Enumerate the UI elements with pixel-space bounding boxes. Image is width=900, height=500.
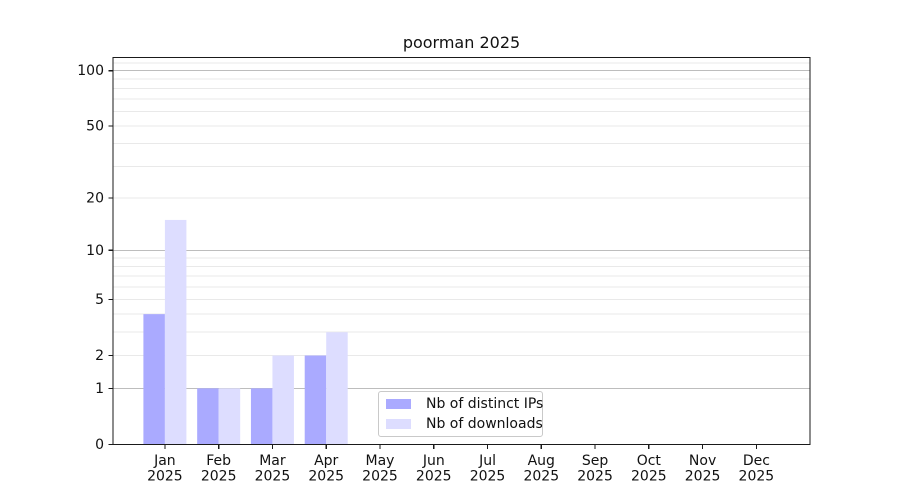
y-tick-label: 2 — [95, 348, 104, 364]
y-tick-label: 20 — [86, 190, 104, 206]
y-tick-label: 0 — [95, 437, 104, 453]
legend-swatch-distinct-ips — [386, 398, 411, 410]
x-tick-label-year: 2025 — [147, 469, 183, 485]
bar-nb-of-downloads-mar — [272, 355, 294, 445]
bar-nb-of-distinct-ips-mar — [250, 388, 273, 445]
x-tick-label-year: 2025 — [416, 469, 452, 485]
x-tick-label-year: 2025 — [308, 469, 344, 485]
x-tick-label-month: Feb — [206, 453, 231, 469]
bar-nb-of-distinct-ips-apr — [304, 355, 327, 445]
x-tick-label-year: 2025 — [577, 469, 613, 485]
x-tick-label-month: Mar — [259, 453, 286, 469]
plot-border — [112, 56, 811, 446]
y-tick-label: 50 — [86, 119, 104, 135]
x-tick-label-month: Nov — [689, 453, 716, 469]
x-tick-label-month: Aug — [528, 453, 555, 469]
x-tick-label-year: 2025 — [631, 469, 667, 485]
x-tick-label-year: 2025 — [523, 469, 559, 485]
x-tick-label-month: Dec — [743, 453, 770, 469]
y-tick-label: 5 — [95, 292, 104, 308]
x-tick-label-month: Sep — [582, 453, 609, 469]
legend-label-distinct-ips: Nb of distinct IPs — [426, 395, 544, 412]
bar-nb-of-downloads-apr — [326, 332, 348, 445]
chart-title: poorman 2025 — [402, 33, 521, 52]
x-tick-label-month: Apr — [314, 453, 338, 469]
x-tick-label-month: May — [366, 453, 395, 469]
bar-nb-of-downloads-jan — [164, 219, 187, 445]
x-tick-label-year: 2025 — [255, 469, 291, 485]
x-tick-label-year: 2025 — [470, 469, 506, 485]
legend-item-downloads: Nb of downloads — [386, 416, 543, 433]
bar-nb-of-distinct-ips-feb — [197, 388, 219, 445]
y-tick-label: 10 — [86, 243, 104, 259]
y-tick-label: 100 — [77, 63, 104, 79]
x-tick-label-year: 2025 — [201, 469, 237, 485]
legend-label-downloads: Nb of downloads — [426, 416, 543, 433]
x-tick-label-month: Jan — [153, 453, 176, 469]
bar-nb-of-downloads-feb — [218, 388, 241, 445]
legend-box: Nb of distinct IPs Nb of downloads — [378, 391, 543, 437]
x-tick-label-year: 2025 — [685, 469, 721, 485]
x-tick-label-year: 2025 — [739, 469, 775, 485]
legend-item-distinct-ips: Nb of distinct IPs — [386, 395, 544, 412]
x-tick-label-month: Oct — [637, 453, 662, 469]
bar-nb-of-distinct-ips-jan — [143, 314, 165, 445]
y-tick-label: 1 — [95, 381, 104, 397]
x-tick-label-month: Jul — [478, 453, 496, 469]
x-tick-label-month: Jun — [422, 453, 445, 469]
legend-swatch-downloads — [386, 418, 411, 430]
x-tick-label-year: 2025 — [362, 469, 398, 485]
